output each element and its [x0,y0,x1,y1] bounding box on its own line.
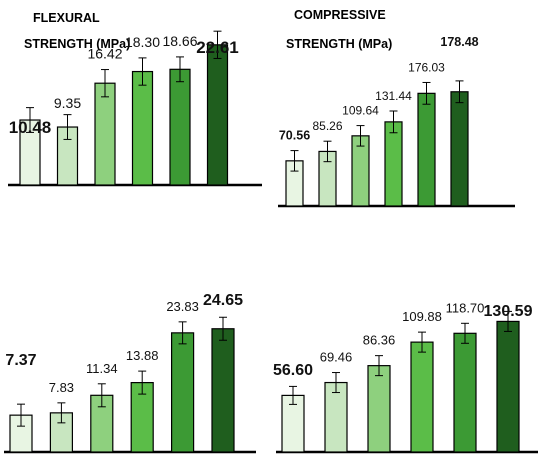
error-bar [455,80,464,104]
error-bar [289,385,297,405]
error-bar [422,81,431,105]
flexural-title: FLEXURAL STRENGTH (MPa) [24,11,130,51]
bar [384,121,403,207]
error-bar [178,321,187,345]
error-bar [332,372,340,394]
error-bar [356,125,365,147]
bar [410,341,434,453]
flexural-title-line2: STRENGTH (MPa) [24,37,130,51]
data-label: 22.61 [196,38,239,57]
compressive-title: COMPRESSIVE STRENGTH (MPa) [286,8,392,51]
data-label: 86.36 [363,333,396,348]
error-bar [504,310,512,332]
error-bar [97,383,106,408]
bar [131,70,154,186]
bar [496,320,520,453]
error-bar [17,403,25,427]
data-label: 18.66 [162,33,197,49]
data-label: 130.59 [484,303,533,320]
data-label: 85.26 [312,119,342,133]
data-label: 23.83 [166,299,199,314]
data-label: 109.88 [402,309,442,324]
error-bar [323,140,332,163]
error-bar [138,57,147,86]
data-label: 7.37 [5,352,36,369]
data-label: 11.34 [86,361,118,376]
bar [417,92,436,207]
compressive-title-line2: STRENGTH (MPa) [286,37,392,51]
bar [453,332,477,453]
data-label: 16.42 [87,46,122,62]
data-label: 56.60 [273,362,313,379]
bar [206,44,229,186]
bar [94,82,116,186]
error-bar [57,402,66,424]
data-label: 9.35 [54,95,81,111]
bar [169,68,191,186]
flexural-title-line1: FLEXURAL [33,11,100,25]
data-label: 131.44 [375,89,412,103]
error-bar [389,110,398,134]
bar [171,332,195,453]
data-label: 10.48 [9,118,52,137]
data-label: 109.64 [342,104,379,118]
bar [211,328,235,453]
data-label: 24.65 [203,292,243,309]
error-bar [176,56,184,83]
bar [450,91,469,207]
compressive-title-line1: COMPRESSIVE [294,8,386,22]
data-label: 176.03 [408,60,445,74]
error-bar [375,355,383,377]
data-label: 18.30 [125,34,160,50]
error-bar [63,114,72,140]
error-bar [418,331,426,353]
data-label: 118.70 [446,300,485,315]
error-bar [26,107,34,133]
flexural-chart-bottom: 7.37 7.83 11.34 13.88 23.83 24.65 [4,292,256,454]
bar [367,365,391,453]
data-label: 13.88 [126,348,159,363]
error-bar [101,69,109,98]
compressive-chart-bottom: 56.60 69.46 86.36 109.88 118.70 130.59 [273,300,538,454]
data-label: 178.48 [440,35,478,49]
data-label: 7.83 [49,380,74,395]
data-label: 70.56 [279,129,310,143]
error-bar [213,30,222,59]
data-label: 69.46 [320,350,353,365]
error-bar [219,316,227,341]
error-bar [138,370,147,395]
error-bar [290,150,299,172]
error-bar [461,322,469,344]
